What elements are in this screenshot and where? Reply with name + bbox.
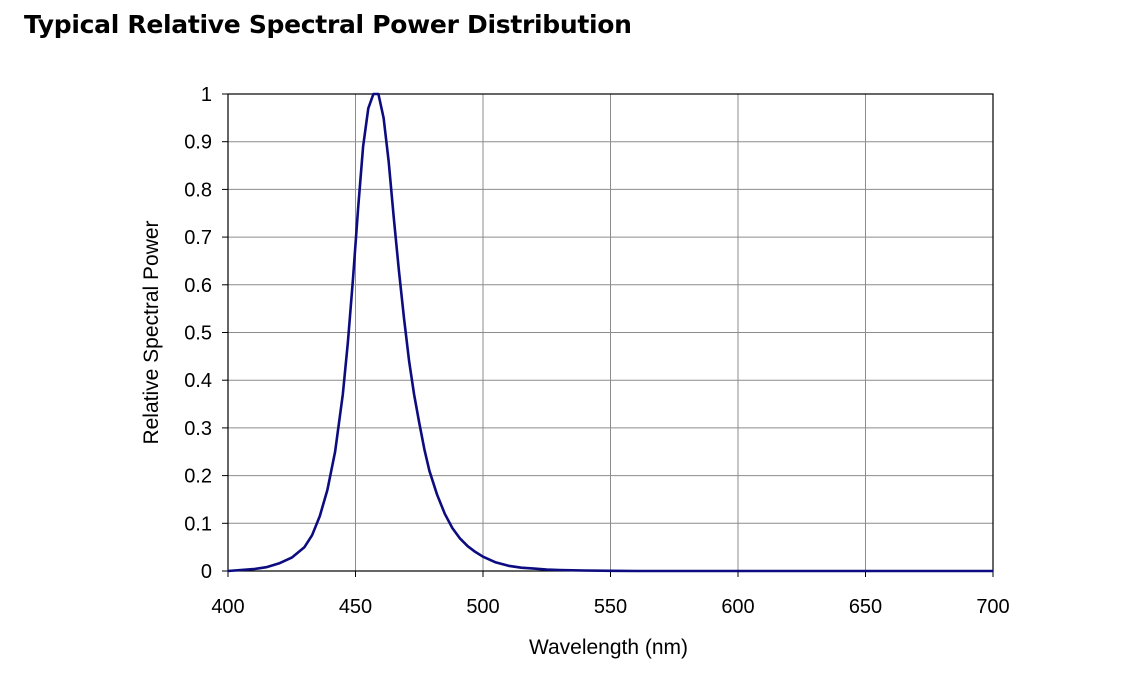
- series-line: [227, 92, 993, 573]
- y-tick-label: 0.1: [184, 513, 212, 535]
- x-tick-label: 600: [721, 596, 754, 618]
- x-tick-label: 450: [339, 596, 372, 618]
- x-tick-label: 550: [594, 596, 627, 618]
- x-tick-label: 700: [976, 596, 1009, 618]
- y-tick-label: 0.5: [184, 323, 212, 345]
- y-axis-label: Relative Spectral Power: [140, 220, 163, 444]
- chart-title: Typical Relative Spectral Power Distribu…: [24, 10, 632, 39]
- y-tick-label: 0.3: [184, 418, 212, 440]
- x-tick-label: 650: [849, 596, 882, 618]
- x-axis-label: Wavelength (nm): [529, 636, 688, 659]
- y-tick-label: 1: [201, 84, 212, 106]
- y-tick-label: 0.8: [184, 179, 212, 201]
- y-tick-label: 0: [201, 561, 212, 583]
- y-tick-label: 0.7: [184, 227, 212, 249]
- y-tick-label: 0.6: [184, 275, 212, 297]
- x-tick-label: 500: [466, 596, 499, 618]
- y-tick-label: 0.4: [184, 370, 212, 392]
- x-tick-label: 400: [211, 596, 244, 618]
- y-tick-label: 0.2: [184, 466, 212, 488]
- y-tick-label: 0.9: [184, 132, 212, 154]
